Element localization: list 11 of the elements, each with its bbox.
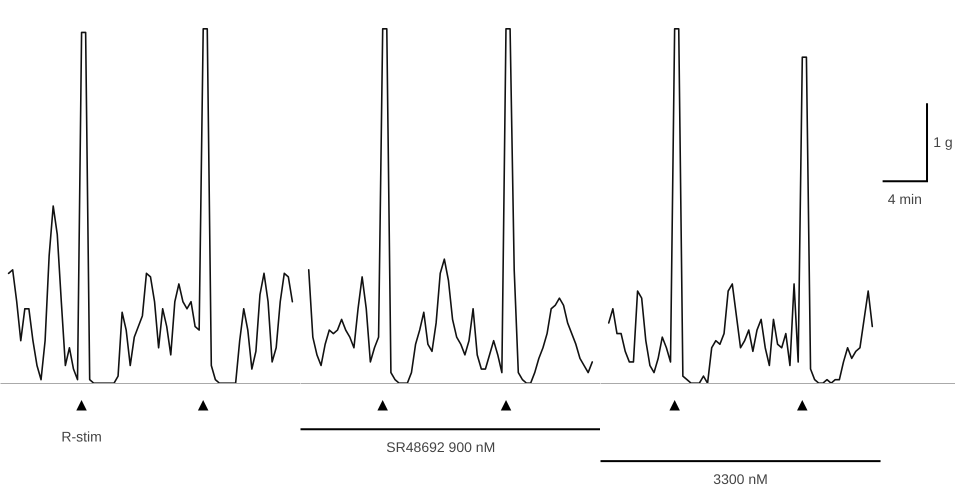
text: ▲ (666, 394, 684, 414)
text: SR48692 900 nM (386, 438, 496, 455)
text: ▲ (72, 394, 90, 414)
text: ▲ (194, 394, 212, 414)
text: R-stim (61, 428, 102, 444)
text: 1 g (933, 134, 953, 150)
text: ▲ (497, 394, 515, 414)
text: 3300 nM (713, 470, 768, 487)
text: ▲ (374, 394, 392, 414)
text: ▲ (793, 394, 812, 414)
text: 4 min (888, 190, 922, 207)
